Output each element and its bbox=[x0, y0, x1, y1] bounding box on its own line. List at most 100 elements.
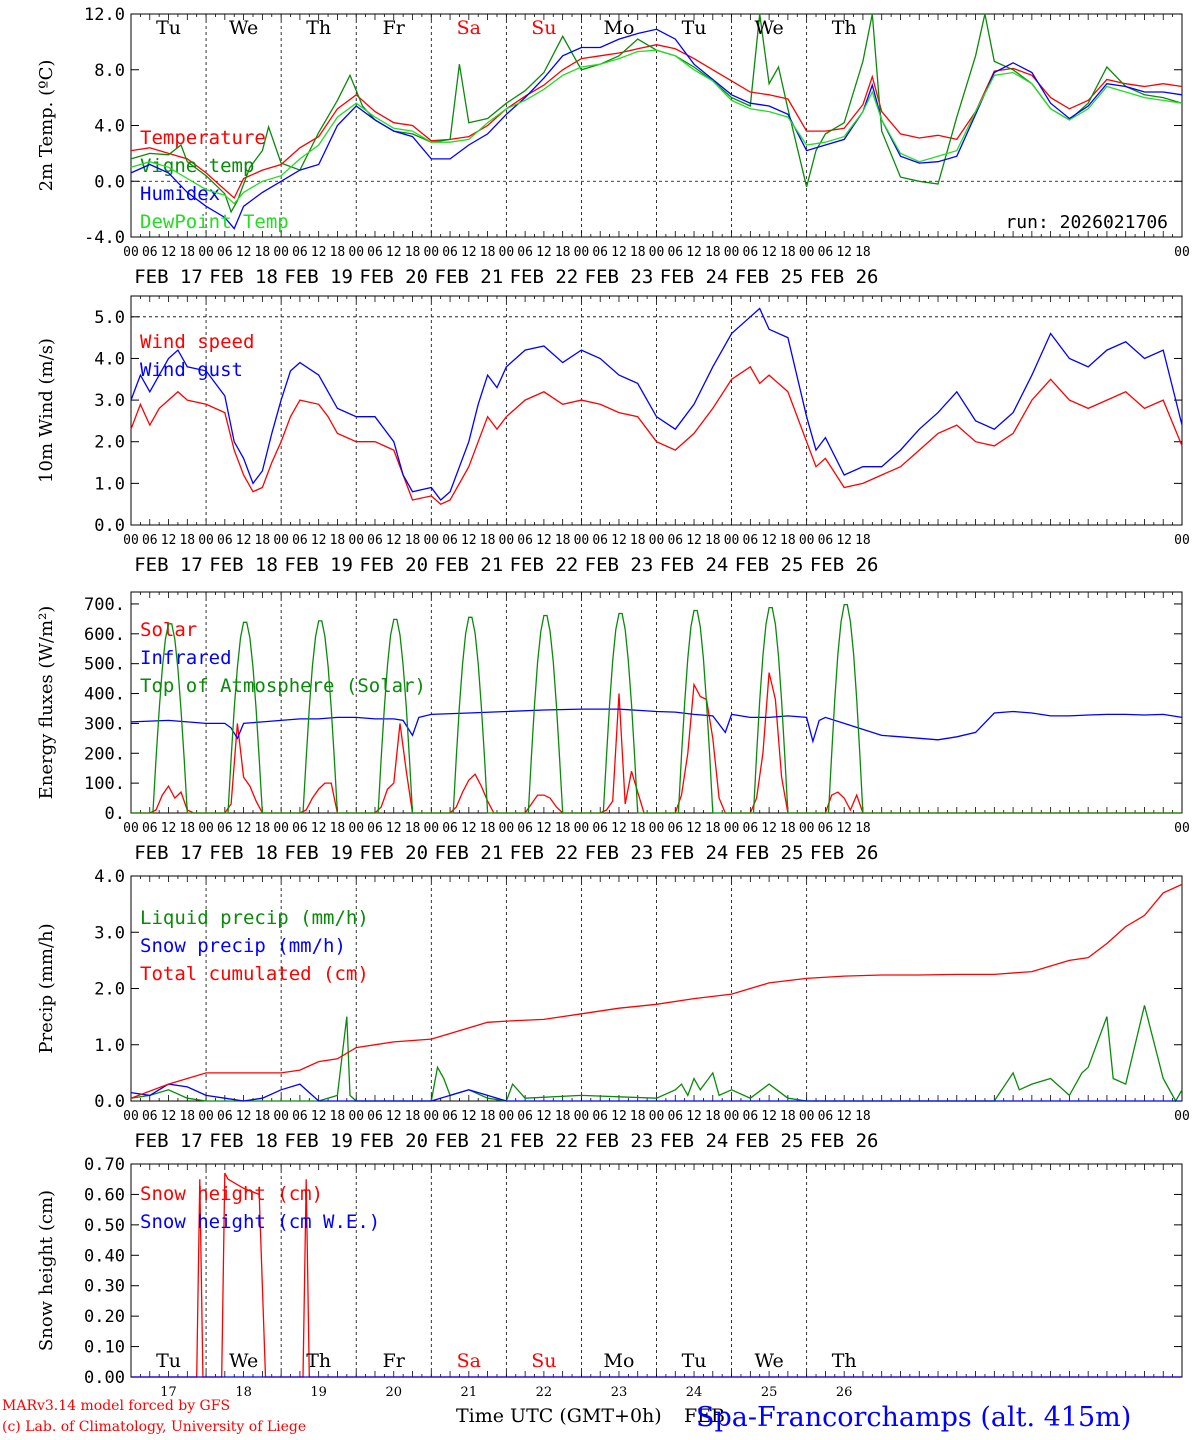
hour-label: 00 bbox=[273, 1109, 289, 1124]
hour-label: 12 bbox=[386, 821, 402, 836]
date-label: FEB 18 bbox=[209, 842, 278, 864]
hour-label: 12 bbox=[311, 245, 327, 260]
y-tick-label: 4.0 bbox=[94, 117, 125, 137]
date-label: FEB 20 bbox=[359, 842, 428, 864]
hour-label: 18 bbox=[255, 1109, 271, 1124]
hour-label: 06 bbox=[818, 533, 834, 548]
hour-label: 06 bbox=[667, 245, 683, 260]
date-label: FEB 25 bbox=[735, 266, 804, 288]
day-label: Su bbox=[531, 17, 556, 39]
model-credit: MARv3.14 model forced by GFS bbox=[2, 1398, 231, 1414]
date-number: 25 bbox=[761, 1385, 778, 1400]
hour-label: 06 bbox=[442, 245, 458, 260]
hour-label: 06 bbox=[292, 533, 308, 548]
hour-label: 06 bbox=[517, 533, 533, 548]
date-label: FEB 17 bbox=[134, 842, 203, 864]
legend-entry: Humidex bbox=[140, 183, 220, 205]
date-label: FEB 17 bbox=[134, 554, 203, 576]
panel-wind: 0.0 1.0 2.0 3.0 4.0 5.0 10m Wind (m/s) Wind spe… bbox=[36, 295, 1190, 576]
date-label: FEB 20 bbox=[359, 1130, 428, 1152]
y-tick-label: 0.0 bbox=[94, 172, 125, 192]
hour-label: 12 bbox=[386, 245, 402, 260]
day-label: Tu bbox=[682, 17, 707, 39]
y-tick-label: 1.0 bbox=[94, 1036, 125, 1056]
hour-label: 06 bbox=[292, 245, 308, 260]
hour-label: 06 bbox=[217, 1109, 233, 1124]
legend-entry: Infrared bbox=[140, 647, 232, 669]
hour-label: 12 bbox=[311, 821, 327, 836]
date-label: FEB 19 bbox=[284, 842, 353, 864]
hour-label: 18 bbox=[780, 821, 796, 836]
station-title: Spa-Francorchamps (alt. 415m) bbox=[696, 1402, 1132, 1433]
date-number: 18 bbox=[235, 1385, 252, 1400]
hour-label: 06 bbox=[442, 1109, 458, 1124]
y-tick-label: 0.0 bbox=[94, 516, 125, 536]
hour-label: 00 bbox=[724, 245, 740, 260]
date-label: FEB 21 bbox=[435, 842, 504, 864]
date-label: FEB 18 bbox=[209, 1130, 278, 1152]
legend-entry: Wind speed bbox=[140, 331, 254, 353]
y-tick-label: 0.00 bbox=[84, 1368, 125, 1388]
hour-label: 12 bbox=[236, 245, 252, 260]
hour-label: 06 bbox=[743, 1109, 759, 1124]
hour-label: 12 bbox=[611, 1109, 627, 1124]
hour-label: 00 bbox=[423, 533, 439, 548]
hour-label: 12 bbox=[686, 245, 702, 260]
hour-label: 06 bbox=[367, 821, 383, 836]
series-line-total-cumulated-cm- bbox=[130, 883, 1183, 1099]
hour-label: 12 bbox=[461, 533, 477, 548]
panel-temp: -4.0 0.0 4.0 8.0 12.0 2m Temp. (ºC) Temperatur… bbox=[36, 5, 1190, 288]
y-tick-label: 0.40 bbox=[84, 1246, 125, 1266]
hour-label: 12 bbox=[386, 1109, 402, 1124]
day-label: We bbox=[229, 1350, 258, 1372]
date-label: FEB 25 bbox=[735, 554, 804, 576]
date-number: 24 bbox=[686, 1385, 703, 1400]
y-tick-label: 2.0 bbox=[94, 980, 125, 1000]
y-tick-label: 0.10 bbox=[84, 1338, 125, 1358]
hour-label: 18 bbox=[855, 533, 871, 548]
date-label: FEB 26 bbox=[810, 1130, 879, 1152]
hour-label: 06 bbox=[292, 1109, 308, 1124]
hour-label: 06 bbox=[743, 821, 759, 836]
hour-label: 00 bbox=[1174, 821, 1190, 836]
hour-label: 06 bbox=[743, 533, 759, 548]
date-label: FEB 20 bbox=[359, 266, 428, 288]
hour-label: 00 bbox=[574, 1109, 590, 1124]
hour-label: 12 bbox=[686, 533, 702, 548]
y-tick-label: 0.50 bbox=[84, 1216, 125, 1236]
y-tick-label: 4.0 bbox=[94, 349, 125, 369]
day-label: Mo bbox=[604, 17, 635, 39]
hour-label: 00 bbox=[348, 1109, 364, 1124]
y-tick-label: -4.0 bbox=[84, 228, 125, 248]
hour-label: 00 bbox=[799, 1109, 815, 1124]
hour-label: 12 bbox=[536, 1109, 552, 1124]
hour-label: 12 bbox=[461, 1109, 477, 1124]
day-label: We bbox=[754, 17, 783, 39]
hour-label: 00 bbox=[799, 533, 815, 548]
hour-label: 18 bbox=[179, 1109, 195, 1124]
hour-label: 00 bbox=[574, 533, 590, 548]
hour-label: 00 bbox=[348, 533, 364, 548]
legend-entry: Vigne temp bbox=[140, 155, 254, 177]
date-label: FEB 17 bbox=[134, 1130, 203, 1152]
date-number: 17 bbox=[160, 1385, 177, 1400]
hour-label: 06 bbox=[217, 245, 233, 260]
hour-label: 18 bbox=[630, 533, 646, 548]
hour-label: 00 bbox=[649, 245, 665, 260]
hour-label: 00 bbox=[273, 821, 289, 836]
y-axis-title: Snow height (cm) bbox=[36, 1190, 57, 1351]
y-tick-label: 2.0 bbox=[94, 433, 125, 453]
hour-label: 12 bbox=[836, 1109, 852, 1124]
hour-label: 18 bbox=[555, 533, 571, 548]
hour-label: 00 bbox=[724, 533, 740, 548]
hour-label: 00 bbox=[574, 821, 590, 836]
series-line-wind-speed bbox=[130, 365, 1183, 505]
hour-label: 00 bbox=[423, 245, 439, 260]
date-label: FEB 21 bbox=[435, 266, 504, 288]
hour-label: 18 bbox=[780, 1109, 796, 1124]
hour-label: 18 bbox=[855, 245, 871, 260]
series-line-snow-precip-mm-h- bbox=[130, 1083, 1182, 1102]
y-tick-label: 0.60 bbox=[84, 1185, 125, 1205]
y-tick-label: 700. bbox=[84, 595, 125, 615]
day-label: Tu bbox=[682, 1350, 707, 1372]
